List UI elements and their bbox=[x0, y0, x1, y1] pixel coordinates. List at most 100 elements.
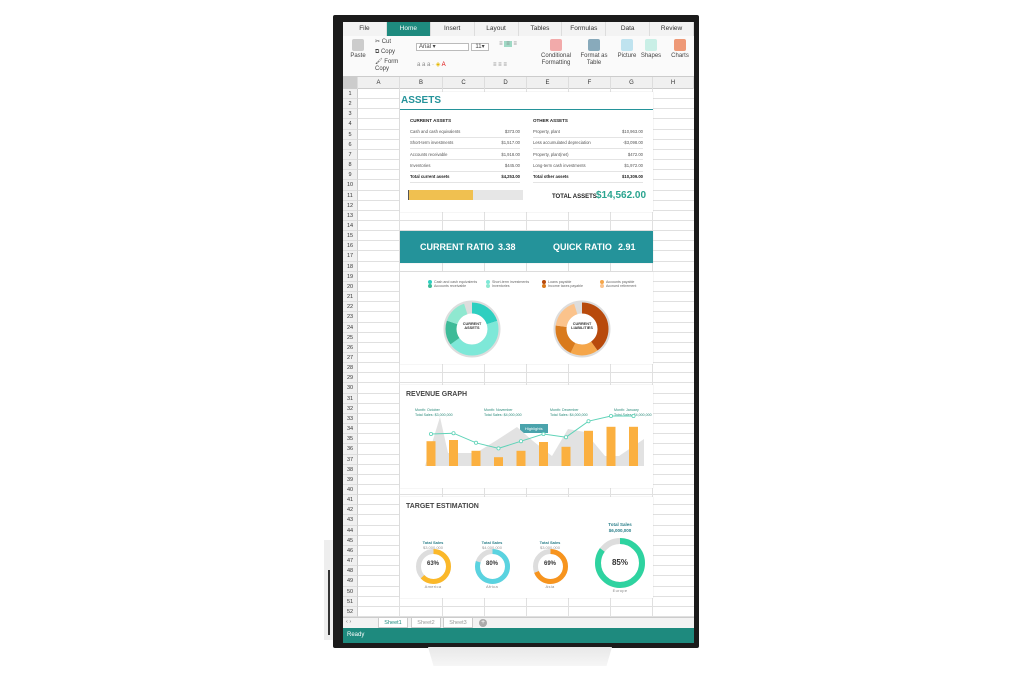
row-header[interactable]: 4 bbox=[343, 119, 358, 130]
column-header-D[interactable]: D bbox=[485, 77, 527, 89]
row-header[interactable]: 34 bbox=[343, 424, 358, 435]
row-header[interactable]: 32 bbox=[343, 403, 358, 414]
tab-tables[interactable]: Tables bbox=[519, 22, 563, 36]
row-header[interactable]: 28 bbox=[343, 363, 358, 374]
row-header[interactable]: 15 bbox=[343, 231, 358, 242]
paste-button[interactable]: Paste bbox=[347, 39, 369, 60]
line-point bbox=[541, 432, 546, 437]
row-header[interactable]: 22 bbox=[343, 302, 358, 313]
revenue-bar bbox=[584, 430, 593, 466]
shapes-button[interactable]: Shapes bbox=[640, 39, 662, 60]
row-header[interactable]: 52 bbox=[343, 606, 358, 617]
charts-button[interactable]: Charts bbox=[668, 39, 692, 60]
row-header[interactable]: 40 bbox=[343, 485, 358, 496]
column-header-A[interactable]: A bbox=[358, 77, 400, 89]
row-header[interactable]: 11 bbox=[343, 190, 358, 201]
row-header[interactable]: 5 bbox=[343, 129, 358, 140]
column-header-F[interactable]: F bbox=[569, 77, 611, 89]
row-header[interactable]: 43 bbox=[343, 515, 358, 526]
tab-data[interactable]: Data bbox=[606, 22, 651, 36]
ribbon: Paste ✂ Cut ⧉ Copy 🖌 Form Copy Arial ▾ 1… bbox=[343, 36, 694, 77]
font-size-select[interactable]: 11▾ bbox=[471, 43, 489, 51]
format-buttons[interactable]: a a a · ◈ A bbox=[417, 62, 446, 68]
add-sheet-icon[interactable]: + bbox=[479, 619, 487, 627]
tab-file[interactable]: File bbox=[343, 22, 387, 36]
sheet-nav-arrows[interactable]: ‹ › bbox=[346, 619, 352, 625]
conditional-formatting-button[interactable]: Conditional Formatting bbox=[537, 39, 575, 67]
select-all-corner[interactable] bbox=[343, 77, 358, 89]
cut-button[interactable]: ✂ Cut bbox=[375, 39, 392, 45]
row-header[interactable]: 44 bbox=[343, 525, 358, 536]
row-header[interactable]: 7 bbox=[343, 149, 358, 161]
sheet-tab-3[interactable]: Sheet3 bbox=[443, 618, 473, 628]
row-header[interactable]: 39 bbox=[343, 474, 358, 485]
row-header[interactable]: 33 bbox=[343, 413, 358, 425]
row-header[interactable]: 21 bbox=[343, 292, 358, 303]
legend-item: Accounts payable bbox=[600, 280, 658, 284]
gauge-fill bbox=[532, 548, 568, 584]
row-header[interactable]: 10 bbox=[343, 180, 358, 191]
form-copy-button[interactable]: 🖌 Form Copy bbox=[375, 59, 399, 72]
align-buttons[interactable]: ≡ ≡ ≡ bbox=[499, 41, 517, 47]
row-header[interactable]: 49 bbox=[343, 576, 358, 587]
row-header[interactable]: 51 bbox=[343, 596, 358, 607]
row-header[interactable]: 3 bbox=[343, 109, 358, 120]
tab-review[interactable]: Review bbox=[650, 22, 694, 36]
column-header-C[interactable]: C bbox=[443, 77, 485, 89]
column-header-E[interactable]: E bbox=[527, 77, 569, 89]
row-header[interactable]: 20 bbox=[343, 281, 358, 293]
row-header[interactable]: 23 bbox=[343, 312, 358, 323]
row-header[interactable]: 8 bbox=[343, 160, 358, 171]
row-header[interactable]: 31 bbox=[343, 393, 358, 404]
tab-layout[interactable]: Layout bbox=[475, 22, 519, 36]
row-header[interactable]: 17 bbox=[343, 251, 358, 262]
row-header[interactable]: 29 bbox=[343, 373, 358, 384]
row-header[interactable]: 38 bbox=[343, 464, 358, 475]
other-assets-header: OTHER ASSETS bbox=[533, 118, 568, 123]
row-header[interactable]: 1 bbox=[343, 89, 358, 100]
row-header[interactable]: 48 bbox=[343, 566, 358, 577]
row-header[interactable]: 36 bbox=[343, 444, 358, 455]
picture-button[interactable]: Picture bbox=[615, 39, 639, 60]
row-header[interactable]: 50 bbox=[343, 586, 358, 597]
row-header[interactable]: 13 bbox=[343, 210, 358, 221]
sheet-tab-2[interactable]: Sheet2 bbox=[411, 618, 441, 628]
row-header[interactable]: 24 bbox=[343, 322, 358, 333]
column-header-H[interactable]: H bbox=[653, 77, 694, 89]
format-as-table-button[interactable]: Format as Table bbox=[579, 39, 609, 67]
row-header[interactable]: 35 bbox=[343, 434, 358, 445]
row-header[interactable]: 14 bbox=[343, 221, 358, 232]
format-table-icon bbox=[588, 39, 600, 51]
row-value: $1,918.00 bbox=[490, 148, 520, 161]
table-row: Less accumulated depreciation -$3,098.00 bbox=[533, 137, 643, 150]
row-header[interactable]: 12 bbox=[343, 200, 358, 211]
row-header[interactable]: 46 bbox=[343, 545, 358, 557]
column-header-G[interactable]: G bbox=[611, 77, 653, 89]
row-header[interactable]: 18 bbox=[343, 261, 358, 272]
row-header[interactable]: 45 bbox=[343, 535, 358, 546]
column-header-B[interactable]: B bbox=[400, 77, 443, 89]
row-header[interactable]: 37 bbox=[343, 454, 358, 465]
row-header[interactable]: 16 bbox=[343, 241, 358, 252]
paragraph-align[interactable]: ≡ ≡ ≡ bbox=[493, 62, 507, 68]
copy-button[interactable]: ⧉ Copy bbox=[375, 49, 395, 55]
font-select[interactable]: Arial ▾ bbox=[416, 43, 469, 51]
sheet-tab-1[interactable]: Sheet1 bbox=[378, 618, 408, 628]
revenue-bar bbox=[629, 426, 638, 466]
table-row: Inventories $445.00 bbox=[410, 159, 520, 172]
row-header[interactable]: 9 bbox=[343, 170, 358, 181]
row-header[interactable]: 30 bbox=[343, 383, 358, 394]
row-header[interactable]: 42 bbox=[343, 505, 358, 516]
tab-formulas[interactable]: Formulas bbox=[562, 22, 607, 36]
row-header[interactable]: 47 bbox=[343, 556, 358, 567]
tab-insert[interactable]: Insert bbox=[431, 22, 475, 36]
row-header[interactable]: 27 bbox=[343, 353, 358, 364]
donut-slice bbox=[445, 302, 499, 356]
row-header[interactable]: 41 bbox=[343, 495, 358, 506]
row-header[interactable]: 6 bbox=[343, 139, 358, 150]
tab-home[interactable]: Home bbox=[386, 22, 431, 36]
row-header[interactable]: 19 bbox=[343, 271, 358, 282]
row-header[interactable]: 2 bbox=[343, 99, 358, 110]
row-header[interactable]: 25 bbox=[343, 332, 358, 343]
row-header[interactable]: 26 bbox=[343, 342, 358, 353]
